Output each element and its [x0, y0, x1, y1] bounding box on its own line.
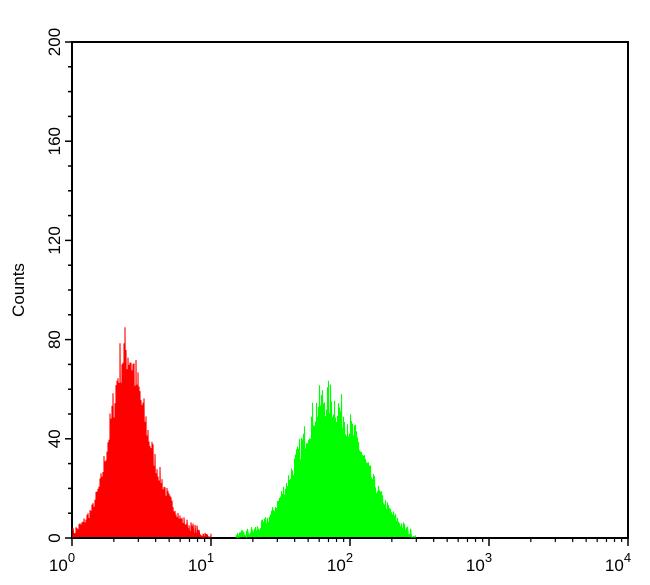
histogram-bars [235, 380, 417, 539]
y-tick-label: 0 [45, 533, 64, 542]
x-tick-label: 102 [327, 550, 353, 575]
histogram-bars [72, 327, 212, 539]
x-tick-exponent: 2 [346, 550, 353, 565]
y-tick-label: 200 [45, 28, 64, 56]
y-tick-label: 160 [45, 127, 64, 155]
x-tick-label: 100 [49, 550, 75, 575]
y-tick-label: 80 [45, 330, 64, 349]
histogram-series [235, 380, 417, 539]
y-axis-ticks: 0 40 80 120 160 200 [45, 28, 72, 543]
x-tick-base: 10 [466, 556, 485, 575]
x-tick-exponent: 1 [207, 550, 214, 565]
x-axis-ticks: 100 101 102 103 104 [49, 538, 631, 575]
x-tick-exponent: 3 [485, 550, 492, 565]
x-tick-exponent: 4 [624, 550, 631, 565]
x-tick-label: 103 [466, 550, 492, 575]
y-tick-label: 40 [45, 429, 64, 448]
y-tick-label: 120 [45, 226, 64, 254]
histogram-series [72, 327, 212, 539]
x-tick-label: 101 [188, 550, 214, 575]
x-tick-base: 10 [327, 556, 346, 575]
x-tick-base: 10 [605, 556, 624, 575]
x-tick-base: 10 [188, 556, 207, 575]
y-axis-label: Counts [9, 263, 28, 317]
series-layer [72, 327, 417, 539]
x-tick-label: 104 [605, 550, 631, 575]
x-tick-base: 10 [49, 556, 68, 575]
x-tick-exponent: 0 [68, 550, 75, 565]
